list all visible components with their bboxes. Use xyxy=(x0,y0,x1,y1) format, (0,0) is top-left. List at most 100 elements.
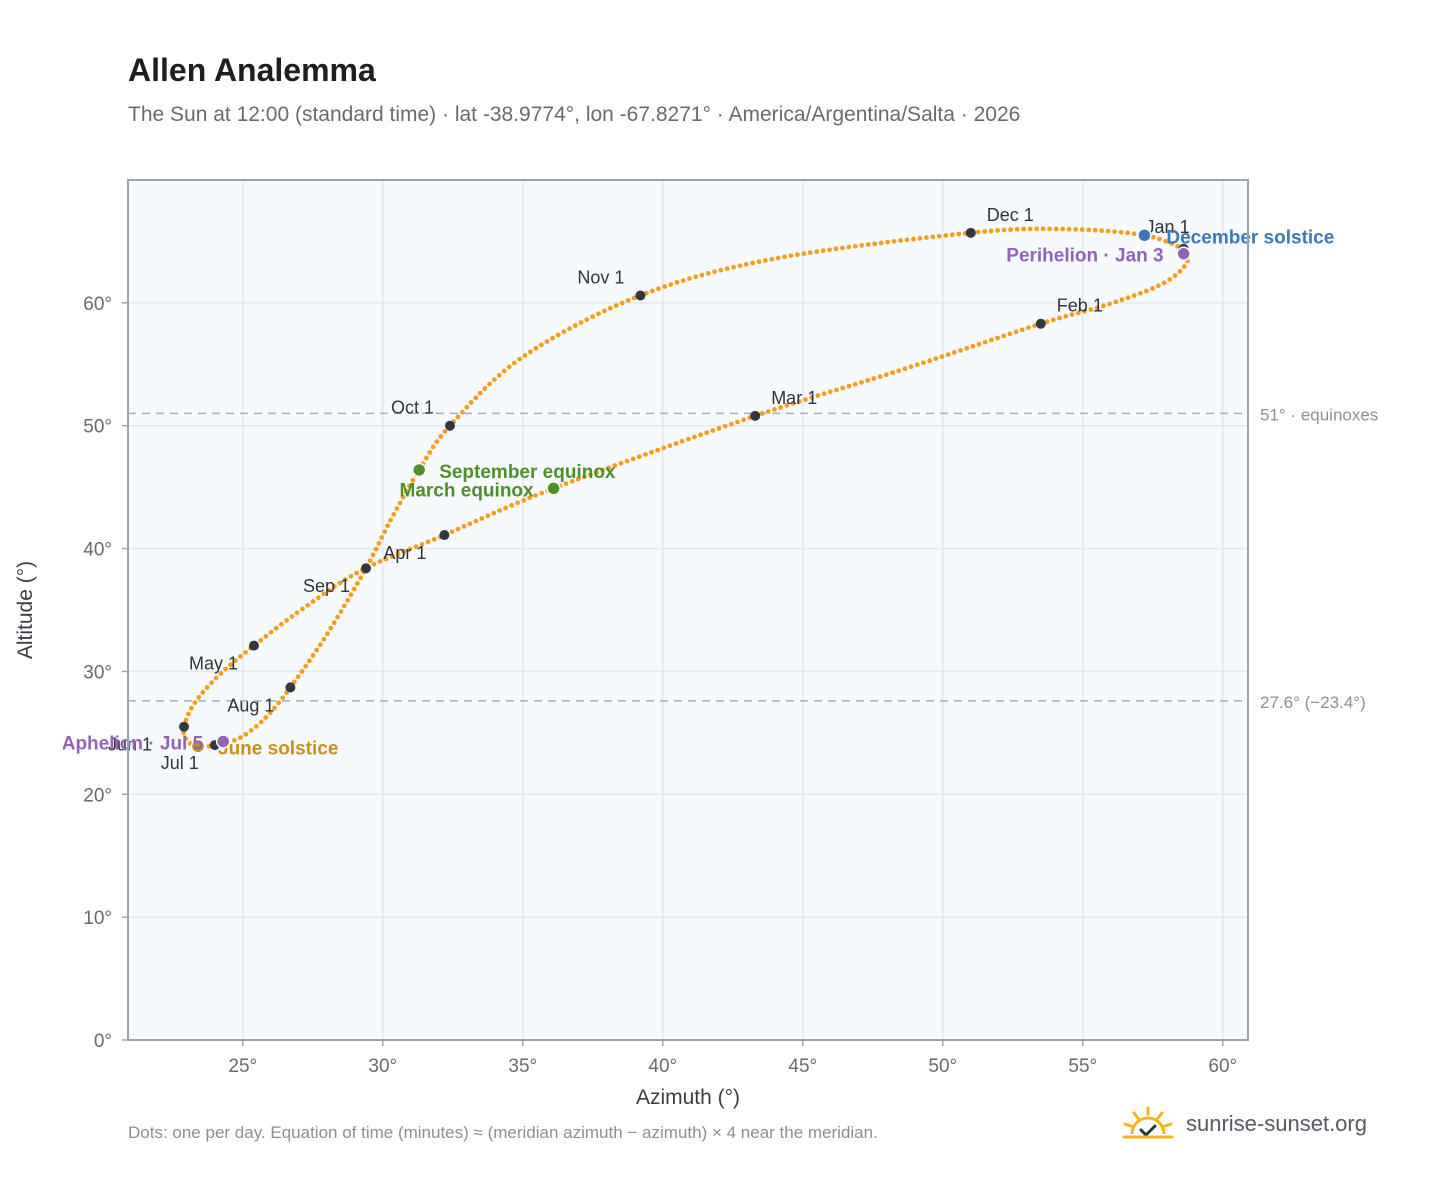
daily-dot xyxy=(630,456,636,462)
daily-dot xyxy=(891,238,897,244)
daily-dot xyxy=(506,364,512,370)
daily-dot xyxy=(377,559,383,564)
daily-dot xyxy=(890,370,895,376)
x-tick-label: 40° xyxy=(648,1056,677,1077)
month-marker xyxy=(361,563,371,574)
daily-dot xyxy=(413,544,419,550)
daily-dot xyxy=(840,245,845,251)
daily-dot xyxy=(278,621,284,627)
daily-dot xyxy=(1092,227,1098,233)
daily-dot xyxy=(1060,226,1066,232)
daily-dot xyxy=(459,409,465,415)
daily-dot xyxy=(668,282,674,287)
daily-dot xyxy=(1177,268,1183,274)
daily-dot xyxy=(631,295,637,301)
daily-dot xyxy=(930,234,936,240)
daily-dot xyxy=(801,251,807,257)
daily-dot xyxy=(917,235,923,241)
daily-dot xyxy=(613,303,619,308)
daily-dot xyxy=(196,694,202,700)
daily-dot xyxy=(820,248,826,254)
daily-dot xyxy=(636,454,642,460)
daily-dot xyxy=(687,276,692,282)
daily-dot xyxy=(267,710,273,716)
daily-dot xyxy=(354,570,359,576)
daily-dot xyxy=(295,674,301,680)
daily-dot xyxy=(1032,323,1038,329)
event-label: December solstice xyxy=(1166,227,1334,248)
daily-dot xyxy=(859,379,864,385)
daily-dot xyxy=(213,675,219,681)
daily-dot xyxy=(859,242,865,248)
daily-dot xyxy=(982,229,988,234)
daily-dot xyxy=(846,244,852,250)
daily-dot xyxy=(258,637,264,643)
daily-dot xyxy=(618,460,624,466)
daily-dot xyxy=(348,573,354,579)
event-label: September equinox xyxy=(439,462,616,483)
daily-dot xyxy=(538,342,544,348)
daily-dot xyxy=(827,247,832,253)
daily-dot xyxy=(371,561,377,567)
x-tick-label: 60° xyxy=(1208,1056,1237,1077)
daily-dot xyxy=(680,278,686,283)
daily-dot xyxy=(964,345,970,351)
daily-dot xyxy=(410,477,416,483)
daily-dot xyxy=(232,658,238,663)
event-marker xyxy=(411,462,427,478)
daily-dot xyxy=(388,517,394,523)
daily-dot xyxy=(461,524,467,529)
chart-footnote: Dots: one per day. Equation of time (min… xyxy=(128,1123,878,1142)
daily-dot xyxy=(1118,229,1124,235)
month-label: Mar 1 xyxy=(771,388,817,408)
daily-dot xyxy=(209,680,214,686)
daily-dot xyxy=(995,228,1001,233)
daily-dot xyxy=(988,337,994,343)
daily-dot xyxy=(619,300,625,306)
daily-dot xyxy=(1027,226,1033,232)
month-marker xyxy=(439,530,450,541)
daily-dot xyxy=(268,629,274,635)
daily-dot xyxy=(1063,313,1069,319)
daily-dot xyxy=(317,642,323,648)
daily-dot xyxy=(902,366,908,372)
daily-dot xyxy=(455,414,461,420)
y-tick-label: 60° xyxy=(83,294,112,315)
daily-dot xyxy=(1100,303,1106,309)
month-marker xyxy=(445,420,455,431)
daily-dot xyxy=(273,625,279,631)
daily-dot xyxy=(348,592,354,598)
daily-dot xyxy=(473,518,479,524)
daily-dot xyxy=(878,240,884,246)
daily-dot xyxy=(427,450,433,455)
brand-link[interactable]: sunrise-sunset.org xyxy=(1120,1100,1367,1148)
daily-dot xyxy=(367,558,373,564)
daily-dot xyxy=(315,595,321,601)
daily-dot xyxy=(737,263,743,269)
month-marker xyxy=(285,682,296,693)
daily-dot xyxy=(511,360,517,366)
daily-dot xyxy=(464,404,470,410)
daily-dot xyxy=(896,368,902,374)
daily-dot xyxy=(341,603,347,609)
daily-dot xyxy=(419,541,425,547)
daily-dot xyxy=(263,715,269,720)
daily-dot xyxy=(679,438,685,444)
daily-dot xyxy=(1163,238,1169,244)
month-label: Sep 1 xyxy=(303,576,350,596)
daily-dot xyxy=(1057,315,1062,321)
daily-dot xyxy=(397,500,403,506)
daily-dot xyxy=(376,540,382,546)
month-markers: Jan 1 Feb 1 Mar 1 Apr 1 May 1 Jun 1 Jul 1 Aug 1… xyxy=(108,205,1190,773)
daily-dot xyxy=(394,506,400,512)
daily-dot xyxy=(1125,230,1130,236)
daily-dot xyxy=(1167,277,1173,282)
daily-dot xyxy=(908,364,914,370)
daily-dot xyxy=(1155,283,1161,289)
plot-area xyxy=(128,180,1248,1040)
daily-dot xyxy=(794,252,800,258)
daily-dot xyxy=(1073,226,1079,232)
daily-dot xyxy=(1007,331,1013,337)
daily-dot xyxy=(865,242,871,247)
month-marker xyxy=(965,227,976,238)
